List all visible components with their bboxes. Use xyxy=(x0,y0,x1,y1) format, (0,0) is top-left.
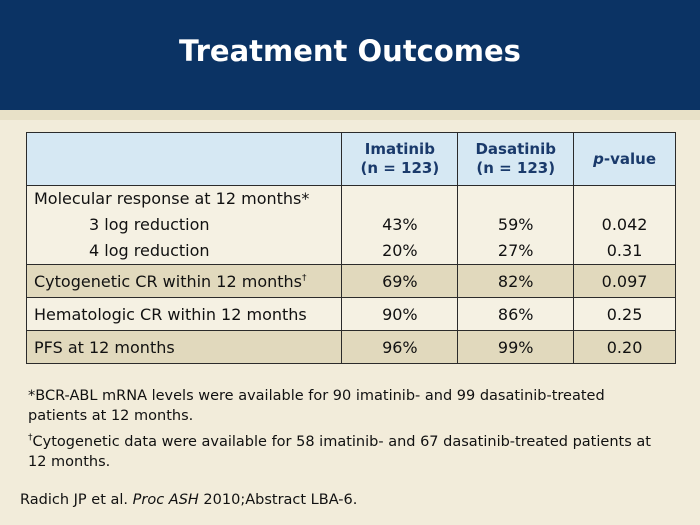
cytogenetic-label: Cytogenetic CR within 12 months† xyxy=(25,264,343,298)
hematologic-dasatinib: 86% xyxy=(457,297,575,331)
footnote-cytogenetic: †Cytogenetic data were available for 58 … xyxy=(28,433,651,470)
header-imatinib-n: (n = 123) xyxy=(360,159,440,177)
hematologic-pvalue: 0.25 xyxy=(573,297,676,331)
citation-journal: Proc ASH xyxy=(132,492,199,508)
molecular-4log-imatinib: 20% xyxy=(382,241,418,260)
table-row-pfs: PFS at 12 months 96% 99% 0.20 xyxy=(25,330,676,364)
dagger-mark: † xyxy=(302,273,307,284)
molecular-response-label: Molecular response at 12 months* xyxy=(34,189,310,208)
header-dasatinib-name: Dasatinib xyxy=(475,140,556,158)
molecular-3log-pvalue: 0.042 xyxy=(601,215,648,234)
hematologic-label: Hematologic CR within 12 months xyxy=(25,297,343,331)
molecular-4log-pvalue: 0.31 xyxy=(606,241,643,260)
molecular-label-cell: Molecular response at 12 months* 3 log r… xyxy=(25,185,343,265)
pfs-dasatinib: 99% xyxy=(457,330,575,364)
header-imatinib: Imatinib (n = 123) xyxy=(341,132,459,186)
cytogenetic-pvalue: 0.097 xyxy=(573,264,676,298)
molecular-pvalue-cell: 0.042 0.31 xyxy=(573,185,676,265)
table-row-molecular: Molecular response at 12 months* 3 log r… xyxy=(25,185,676,265)
cytogenetic-dasatinib: 82% xyxy=(457,264,575,298)
molecular-3log-label: 3 log reduction xyxy=(89,215,210,234)
header-divider-band xyxy=(0,110,700,120)
molecular-3log-imatinib: 43% xyxy=(382,215,418,234)
header-pvalue-p: p xyxy=(593,149,604,168)
molecular-dasatinib-cell: 59% 27% xyxy=(457,185,575,265)
title-banner: Treatment Outcomes xyxy=(0,0,700,110)
header-pvalue-rest: -value xyxy=(603,149,656,168)
table-header-row: Imatinib (n = 123) Dasatinib (n = 123) p… xyxy=(25,132,676,186)
header-imatinib-name: Imatinib xyxy=(364,140,435,158)
molecular-imatinib-cell: 43% 20% xyxy=(341,185,459,265)
pfs-imatinib: 96% xyxy=(341,330,459,364)
header-dasatinib: Dasatinib (n = 123) xyxy=(457,132,575,186)
pfs-label: PFS at 12 months xyxy=(25,330,343,364)
slide-title: Treatment Outcomes xyxy=(179,34,521,68)
hematologic-imatinib: 90% xyxy=(341,297,459,331)
citation: Radich JP et al. Proc ASH 2010;Abstract … xyxy=(20,492,358,508)
footnote-molecular: *BCR-ABL mRNA levels were available for … xyxy=(28,388,605,424)
header-dasatinib-n: (n = 123) xyxy=(476,159,556,177)
header-blank-cell xyxy=(25,132,343,186)
pfs-pvalue: 0.20 xyxy=(573,330,676,364)
cytogenetic-imatinib: 69% xyxy=(341,264,459,298)
molecular-4log-label: 4 log reduction xyxy=(89,241,210,260)
molecular-4log-dasatinib: 27% xyxy=(497,241,534,260)
header-pvalue: p-value xyxy=(573,132,676,186)
footnote-dagger: † xyxy=(28,433,33,444)
outcomes-table: Imatinib (n = 123) Dasatinib (n = 123) p… xyxy=(25,132,676,364)
table-row-cytogenetic: Cytogenetic CR within 12 months† 69% 82%… xyxy=(25,264,676,298)
molecular-3log-dasatinib: 59% xyxy=(497,215,534,234)
table-row-hematologic: Hematologic CR within 12 months 90% 86% … xyxy=(25,297,676,331)
